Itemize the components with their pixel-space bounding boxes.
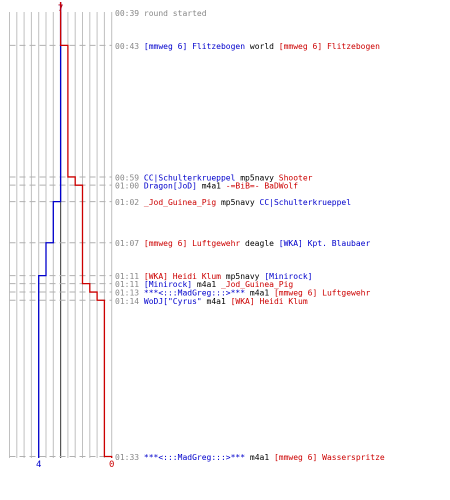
event-log: 00:39 round started 00:43 [mmweg 6] Flitz… [115, 9, 385, 462]
event-time: 01:00 [115, 182, 144, 191]
event-segment: mp5navy [216, 198, 259, 207]
event-time: 01:02 [115, 198, 144, 207]
event-segment: round started [144, 9, 207, 18]
event-segment: mp5navy [221, 272, 264, 281]
red-team-line [59, 2, 113, 458]
event-time: 01:13 [115, 289, 144, 298]
event-segment: m4a1 [202, 297, 231, 306]
event-segment: [WKA] Heidi Klum [231, 297, 308, 306]
team-lines [38, 2, 113, 458]
event-segment: CC|Schulterkrueppel [260, 198, 352, 207]
event-row: 00:39 round started [115, 9, 207, 18]
event-segment: [mmweg 6] Luftgewehr [274, 289, 371, 298]
event-segment: ***<:::MadGreg:::>*** [144, 453, 245, 462]
event-time: 00:39 [115, 9, 144, 18]
event-segment: [Minirock] [264, 272, 312, 281]
event-segment: ***<:::MadGreg:::>*** [144, 289, 245, 298]
event-segment: m4a1 [245, 289, 274, 298]
event-row: 01:00 Dragon[JoD] m4a1 -=BiB=- BaDWolf [115, 182, 298, 191]
event-segment: Dragon[JoD] [144, 182, 197, 191]
event-segment: [mmweg 6] Wasserspritze [274, 453, 385, 462]
event-segment: m4a1 [192, 280, 221, 289]
event-time: 01:33 [115, 453, 144, 462]
event-segment: CC|Schulterkrueppel [144, 173, 236, 182]
event-time: 01:07 [115, 239, 144, 248]
event-time: 01:14 [115, 297, 144, 306]
red-start-count: 7 [58, 4, 63, 14]
event-segment: [Minirock] [144, 280, 192, 289]
event-row: 01:14 WoDJ["Cyrus" m4a1 [WKA] Heidi Klum [115, 297, 308, 306]
event-segment: [WKA] Kpt. Blaubaer [279, 239, 371, 248]
event-segment: [mmweg 6] Flitzebogen [279, 42, 380, 51]
event-segment: mp5navy [235, 173, 278, 182]
event-row: 01:11 [WKA] Heidi Klum mp5navy [Minirock… [115, 272, 313, 281]
event-segment: WoDJ["Cyrus" [144, 297, 202, 306]
event-row: 01:13 ***<:::MadGreg:::>*** m4a1 [mmweg … [115, 289, 370, 298]
event-time: 00:59 [115, 173, 144, 182]
team-count-labels: 774 0 [36, 4, 114, 470]
event-row: 00:43 [mmweg 6] Flitzebogen world [mmweg… [115, 42, 380, 51]
event-segment: [mmweg 6] Flitzebogen [144, 42, 245, 51]
event-segment: [WKA] Heidi Klum [144, 272, 221, 281]
event-row: 00:59 CC|Schulterkrueppel mp5navy Shoote… [115, 173, 313, 182]
red-end-count: 0 [109, 460, 114, 470]
event-row: 01:07 [mmweg 6] Luftgewehr deagle [WKA] … [115, 239, 370, 248]
event-segment: -=BiB=- BaDWolf [226, 182, 298, 191]
event-segment: world [245, 42, 279, 51]
event-row: 01:33 ***<:::MadGreg:::>*** m4a1 [mmweg … [115, 453, 385, 462]
event-segment: m4a1 [197, 182, 226, 191]
blue-start-count: 7 [58, 4, 63, 14]
event-segment: [mmweg 6] Luftgewehr [144, 239, 241, 248]
event-time: 01:11 [115, 280, 144, 289]
event-row: 01:02 _Jod_Guinea_Pig mp5navy CC|Schulte… [115, 198, 351, 207]
event-segment: Shooter [279, 173, 313, 182]
event-segment: _Jod_Guinea_Pig [144, 198, 216, 207]
event-segment: m4a1 [245, 453, 274, 462]
event-segment: deagle [240, 239, 279, 248]
event-time: 00:43 [115, 42, 144, 51]
event-segment: _Jod_Guinea_Pig [221, 280, 293, 289]
blue-end-count: 4 [36, 460, 41, 470]
event-time: 01:11 [115, 272, 144, 281]
blue-team-line [38, 2, 62, 458]
event-row: 01:11 [Minirock] m4a1 _Jod_Guinea_Pig [115, 280, 293, 289]
